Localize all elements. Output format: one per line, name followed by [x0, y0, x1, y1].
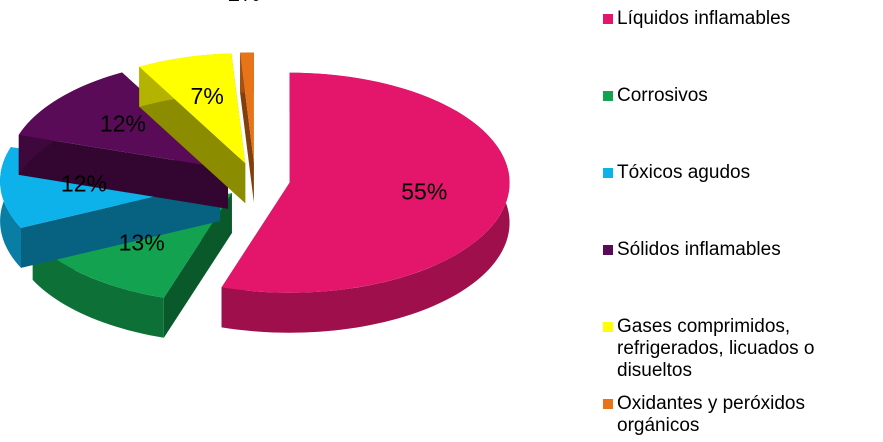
legend-label: Tóxicos agudos — [617, 162, 751, 183]
legend-label: Gases comprimidos, refrigerados, licuado… — [617, 316, 815, 381]
pie-chart: 55% 13% 12% 12% 7% 1% — [0, 0, 510, 338]
slice — [240, 52, 254, 203]
legend-label: Corrosivos — [617, 85, 708, 106]
legend-entry: Líquidos inflamables — [603, 8, 867, 30]
data-label: 7% — [191, 83, 224, 109]
slice-side — [32, 239, 164, 338]
slice — [139, 53, 246, 204]
slice — [221, 72, 510, 333]
legend-swatch — [603, 322, 613, 332]
slice-wall — [139, 66, 246, 204]
data-label: 12% — [61, 170, 107, 196]
data-label: 55% — [401, 178, 447, 204]
slice-wall — [18, 134, 229, 209]
slice-top — [240, 52, 254, 163]
legend-entry: Sólidos inflamables — [603, 239, 867, 261]
legend-label: Líquidos inflamables — [617, 8, 791, 29]
slice-top — [221, 72, 510, 293]
slice-top — [139, 53, 246, 164]
legend-label: Sólidos inflamables — [617, 239, 781, 260]
legend-entry: Corrosivos — [603, 85, 867, 107]
legend-swatch — [603, 399, 613, 409]
legend-entry: Gases comprimidos, refrigerados, licuado… — [603, 316, 867, 382]
legend-label: Oxidantes y peróxidos orgánicos — [617, 393, 805, 436]
legend-entry: Oxidantes y peróxidos orgánicos — [603, 393, 867, 437]
legend-entry: Tóxicos agudos — [603, 162, 867, 184]
legend-swatch — [603, 14, 613, 24]
data-label: 13% — [119, 229, 165, 255]
legend-swatch — [603, 245, 613, 255]
data-label: 12% — [100, 110, 146, 136]
legend-swatch — [603, 91, 613, 101]
slice-top — [18, 72, 229, 169]
data-label: 1% — [227, 0, 260, 6]
legend-swatch — [603, 168, 613, 178]
